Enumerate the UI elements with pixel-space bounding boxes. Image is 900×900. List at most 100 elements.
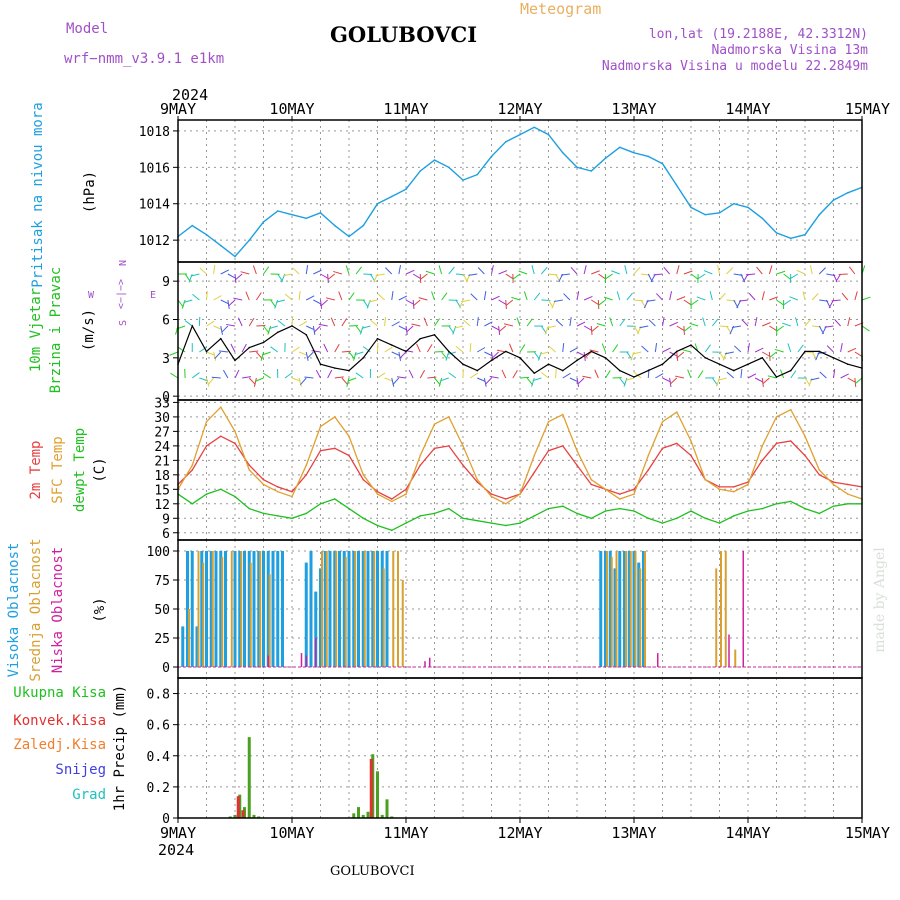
wind-arrow: [218, 350, 228, 353]
wind-arrow: [789, 296, 799, 301]
precip-total-bar: [257, 816, 261, 818]
temp-ytick-label: 33: [154, 396, 170, 411]
wind-ytick-label: 3: [162, 352, 170, 367]
wind-arrow: [833, 369, 836, 379]
wind-arrow: [398, 351, 402, 361]
cloud-high-bar: [366, 551, 370, 667]
wind-arrow: [312, 325, 316, 335]
wind-speed-line-point: [219, 337, 222, 340]
temp-ytick-label: 30: [154, 411, 170, 426]
temp-sfc-line-point: [234, 430, 236, 433]
wind-arrow: [261, 351, 271, 356]
temp-2m-line-point: [433, 447, 436, 450]
cloud-high-bar: [599, 551, 603, 667]
wind-arrow: [313, 269, 322, 275]
temp-dewpt-line-point: [291, 517, 293, 520]
wind-arrow: [762, 351, 771, 357]
temp-dewpt-line-point: [633, 510, 635, 512]
temp-sfc-line-point: [191, 464, 194, 466]
wind-arrow: [477, 267, 485, 275]
cloud-high-bar: [642, 551, 645, 667]
wind-arrow: [260, 351, 264, 361]
pressure-line-point: [732, 202, 735, 205]
wind-arrow: [254, 377, 264, 382]
temp-dewpt-line-point: [390, 529, 393, 532]
wind-arrow: [533, 351, 540, 360]
wind-arrow: [375, 273, 385, 277]
temp-ylabel-2m: 2m Temp: [28, 440, 44, 499]
wind-arrow: [283, 273, 293, 277]
bottom-date-label: 11MAY: [383, 824, 428, 842]
wind-arrow: [370, 319, 378, 327]
wind-arrow: [277, 320, 286, 327]
top-year: 2024: [172, 86, 208, 104]
wind-arrow: [726, 267, 734, 275]
wind-arrow: [199, 377, 209, 382]
temp-sfc-line-point: [647, 454, 650, 457]
cloud-ytick-label: 50: [154, 603, 170, 618]
cloud-high-bar: [181, 626, 185, 667]
wind-arrow: [306, 295, 315, 301]
wind-arrow: [596, 323, 606, 327]
temp-2m-line-point: [761, 459, 764, 462]
temp-dewpt-line-point: [362, 517, 365, 520]
wind-arrow: [669, 291, 673, 301]
wind-ytick-label: 9: [162, 275, 170, 290]
temp-sfc-line-point: [433, 423, 436, 425]
temp-2m-line-point: [718, 486, 721, 488]
wind-arrow: [646, 299, 656, 302]
cloud-ytick-label: 100: [147, 545, 170, 560]
cloud-high-bar: [233, 551, 237, 667]
wind-arrow: [537, 351, 542, 361]
pressure-line-point: [704, 213, 707, 216]
pressure-line-point: [390, 195, 393, 198]
compass-west: W: [88, 290, 95, 301]
cloud-high-bar: [632, 551, 636, 667]
wind-speed-line-point: [419, 337, 422, 340]
wind-arrow: [412, 299, 415, 310]
wind-arrow: [220, 269, 229, 275]
wind-speed-line-point: [504, 350, 507, 353]
temp-2m-line-point: [675, 442, 678, 445]
wind-arrow: [663, 266, 671, 275]
wind-arrow: [405, 299, 415, 305]
temp-dewpt-line-point: [447, 507, 450, 510]
wind-arrow: [325, 297, 335, 301]
wind-arrow: [338, 291, 343, 301]
wind-arrow: [847, 347, 857, 353]
wind-arrow: [790, 370, 797, 379]
wind-arrow: [516, 317, 521, 327]
wind-arrow: [426, 344, 433, 353]
wind-arrow: [252, 265, 257, 275]
wind-arrow: [511, 296, 521, 301]
cloud-mid-bar: [363, 551, 366, 667]
wind-arrow: [169, 351, 179, 356]
pressure-line-point: [590, 170, 593, 172]
wind-arrow: [519, 376, 530, 379]
wind-arrow: [476, 317, 479, 327]
wind-arrow: [413, 299, 421, 307]
wind-speed-line-point: [533, 372, 536, 374]
pressure-line-point: [234, 255, 236, 258]
wind-arrow: [669, 321, 679, 327]
cloud-unit: (%): [92, 597, 108, 622]
wind-arrow: [818, 267, 826, 275]
temp-dewpt-line-point: [490, 522, 493, 524]
pressure-line-point: [690, 206, 692, 209]
wind-arrow: [227, 273, 237, 279]
wind-arrow: [590, 325, 593, 336]
cloud-mid-bar: [634, 551, 637, 667]
wind-arrow: [483, 291, 487, 301]
wind-speed-line-point: [576, 359, 578, 362]
data-layer: [169, 126, 871, 818]
cloud-high-bar: [347, 551, 351, 667]
cloud-mid-bar: [240, 551, 243, 667]
pressure-line-point: [348, 235, 350, 238]
wind-arrow: [284, 293, 293, 301]
cloud-mid-bar: [610, 556, 613, 667]
cloud-mid-bar: [354, 551, 357, 667]
wind-arrow: [327, 273, 336, 281]
wind-arrow: [377, 293, 385, 301]
wind-arrow: [797, 344, 804, 353]
